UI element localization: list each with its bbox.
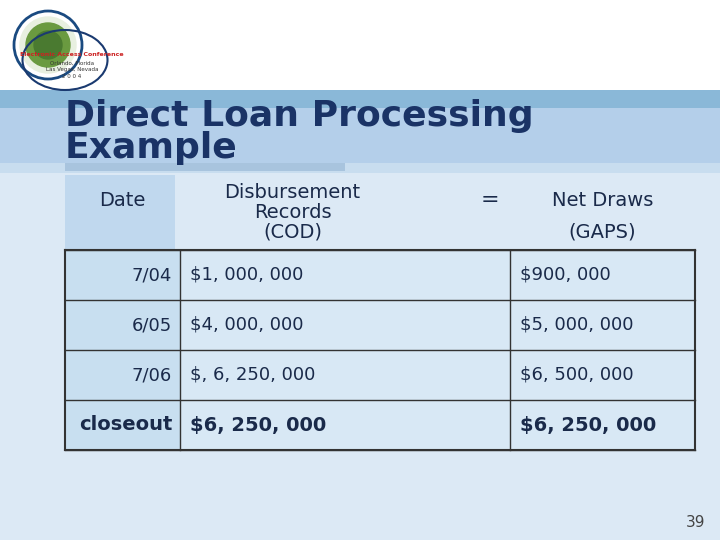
Bar — [0, 170, 720, 540]
Text: Electronic Access Conference: Electronic Access Conference — [20, 52, 124, 57]
Bar — [65, 300, 695, 350]
Circle shape — [26, 23, 70, 67]
Text: 39: 39 — [685, 515, 705, 530]
Text: Las Vegas, Nevada: Las Vegas, Nevada — [46, 68, 98, 72]
Text: 6/05: 6/05 — [132, 316, 172, 334]
Bar — [65, 400, 180, 450]
Bar — [0, 163, 720, 173]
Text: 2 0 0 4: 2 0 0 4 — [63, 75, 81, 79]
Text: =: = — [481, 190, 499, 210]
Bar — [65, 400, 695, 450]
Text: Direct Loan Processing: Direct Loan Processing — [65, 99, 534, 133]
Text: Net Draws: Net Draws — [552, 191, 653, 210]
Text: Records: Records — [253, 202, 331, 221]
Text: (COD): (COD) — [263, 222, 322, 241]
Bar — [65, 350, 180, 400]
Text: $6, 250, 000: $6, 250, 000 — [190, 415, 326, 435]
Text: Orlando, Florida: Orlando, Florida — [50, 60, 94, 65]
Text: $4, 000, 000: $4, 000, 000 — [190, 316, 304, 334]
Text: Disbursement: Disbursement — [225, 184, 361, 202]
Text: $6, 250, 000: $6, 250, 000 — [520, 415, 656, 435]
Text: $, 6, 250, 000: $, 6, 250, 000 — [190, 366, 315, 384]
Circle shape — [20, 17, 76, 73]
Bar — [65, 250, 695, 300]
Text: Example: Example — [65, 131, 238, 165]
Bar — [65, 175, 175, 265]
Bar — [65, 250, 180, 300]
Circle shape — [34, 31, 62, 59]
Text: $6, 500, 000: $6, 500, 000 — [520, 366, 634, 384]
Text: closeout: closeout — [78, 415, 172, 435]
Bar — [0, 0, 720, 90]
Text: 7/06: 7/06 — [132, 366, 172, 384]
Text: $1, 000, 000: $1, 000, 000 — [190, 266, 303, 284]
Bar — [0, 108, 720, 163]
Bar — [65, 163, 345, 171]
Text: Date: Date — [99, 191, 145, 210]
Text: $5, 000, 000: $5, 000, 000 — [520, 316, 634, 334]
Bar — [65, 350, 695, 400]
Text: $900, 000: $900, 000 — [520, 266, 611, 284]
Text: 7/04: 7/04 — [132, 266, 172, 284]
Circle shape — [13, 10, 83, 80]
Bar — [0, 90, 720, 108]
Bar — [65, 300, 180, 350]
Text: (GAPS): (GAPS) — [569, 222, 636, 241]
